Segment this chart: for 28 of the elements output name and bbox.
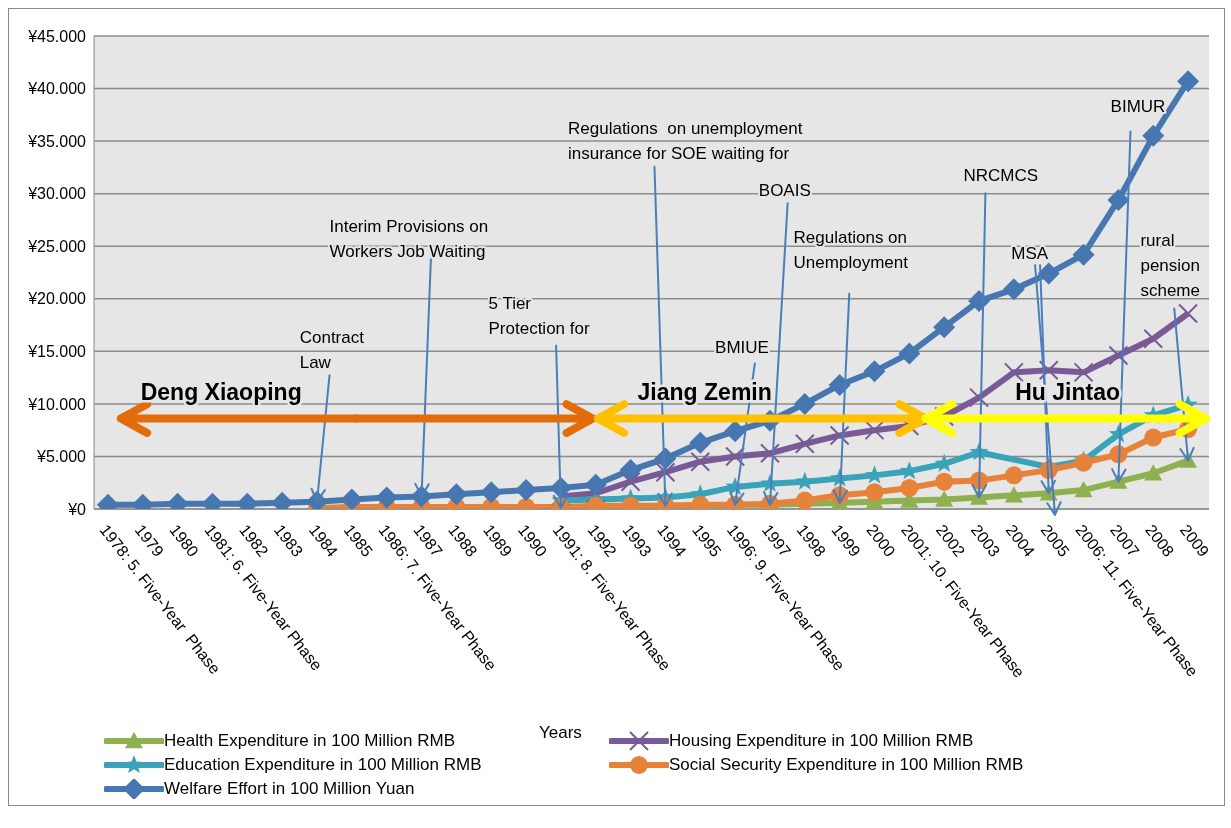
annotation: BOAIS	[758, 180, 811, 200]
annotation: BIMUR	[1110, 96, 1166, 116]
y-tick-label: ¥20.000	[27, 290, 87, 308]
x-axis-title: Years	[539, 723, 582, 743]
legend-label: Social Security Expenditure in 100 Million RMB	[669, 755, 1024, 775]
annotation: 5 Tier Protection for	[488, 293, 590, 338]
annotation: Contract Law	[299, 328, 365, 373]
annotation: rural pension scheme	[1140, 230, 1200, 300]
y-tick-label: ¥10.000	[27, 395, 87, 413]
annotation: Regulations on Unemployment	[793, 227, 909, 272]
legend-label: Health Expenditure in 100 Million RMB	[164, 731, 456, 751]
y-tick-label: ¥35.000	[27, 132, 87, 150]
annotation: Deng Xiaoping	[140, 378, 302, 405]
y-tick-label: ¥45.000	[27, 27, 87, 45]
y-tick-label: ¥0	[67, 500, 87, 518]
y-tick-label: ¥30.000	[27, 185, 87, 203]
y-tick-label: ¥40.000	[27, 80, 87, 98]
annotation: BMIUE	[715, 337, 769, 357]
legend-label: Welfare Effort in 100 Million Yuan	[164, 779, 415, 799]
annotation: Interim Provisions on Workers Job Waiting	[329, 216, 489, 261]
legend-label: Housing Expenditure in 100 Million RMB	[669, 731, 974, 751]
annotation: Regulations on unemployment insurance for SOE waiting for	[568, 118, 803, 163]
legend-label: Education Expenditure in 100 Million RMB	[164, 755, 482, 775]
annotation: NRCMCS	[963, 165, 1039, 185]
y-tick-label: ¥5.000	[36, 448, 87, 466]
y-tick-label: ¥25.000	[27, 237, 87, 255]
y-tick-label: ¥15.000	[27, 343, 87, 361]
annotation: MSA	[1011, 244, 1049, 264]
